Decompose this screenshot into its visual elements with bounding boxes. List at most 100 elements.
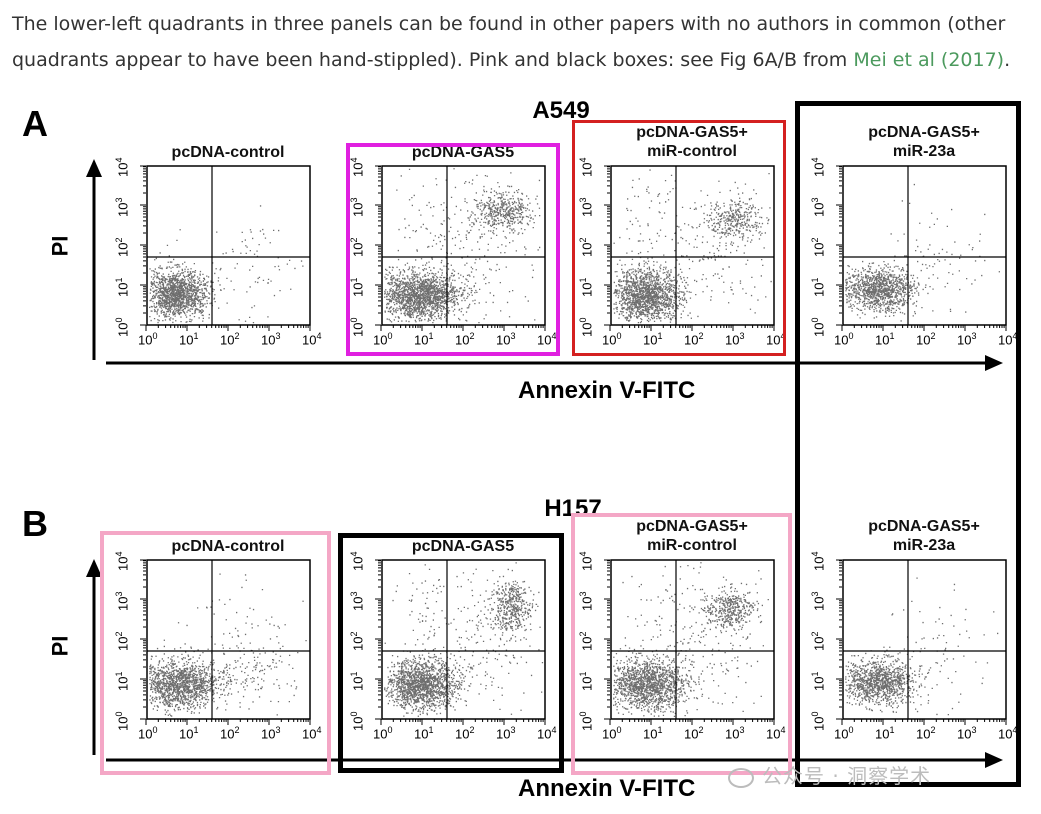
tick-exponent: 2 (114, 237, 124, 243)
tick-exponent: 3 (739, 725, 745, 735)
tick-exponent: 2 (930, 725, 936, 735)
x-tick-label: 101 (643, 725, 662, 741)
axis-ticks (375, 165, 546, 331)
caption-end: . (1004, 49, 1011, 71)
data-points (384, 168, 541, 324)
tick-base: 10 (834, 332, 849, 348)
axes-arrows (86, 159, 1003, 768)
plot-frame (146, 559, 311, 720)
tick-exponent: 3 (739, 331, 745, 341)
axis-ticks (604, 165, 775, 331)
x-tick-label: 101 (875, 331, 894, 347)
tick-base: 10 (414, 726, 429, 742)
tick-exponent: 1 (114, 277, 124, 283)
tick-exponent: 4 (780, 725, 786, 735)
x-tick-label: 102 (220, 331, 239, 347)
tick-base: 10 (643, 332, 658, 348)
tick-exponent: 3 (510, 725, 516, 735)
panel-b-letter: B (22, 503, 48, 544)
panel-a-cell-line: A549 (532, 97, 590, 124)
tick-exponent: 0 (848, 725, 854, 735)
tick-exponent: 0 (387, 725, 393, 735)
tick-exponent: 4 (1012, 331, 1018, 341)
tick-exponent: 4 (316, 331, 322, 341)
x-tick-label: 103 (261, 725, 280, 741)
x-tick-label: 104 (766, 331, 785, 347)
x-tick-label: 104 (537, 331, 556, 347)
panel-a-x-label: Annexin V-FITC (518, 377, 696, 404)
tick-base: 10 (834, 726, 849, 742)
tick-exponent: 1 (657, 331, 663, 341)
tick-base: 10 (220, 332, 235, 348)
tick-exponent: 4 (1012, 725, 1018, 735)
x-tick-label: 100 (602, 725, 621, 741)
plot-title: pcDNA-control (171, 538, 285, 555)
x-tick-label: 104 (998, 725, 1017, 741)
tick-exponent: 1 (193, 331, 199, 341)
y-tick-label: 100 (114, 318, 130, 337)
tick-base: 10 (115, 162, 131, 177)
plot-frame (146, 165, 311, 326)
scatter-plot (146, 165, 311, 326)
x-tick-label: 102 (455, 725, 474, 741)
tick-exponent: 3 (971, 725, 977, 735)
tick-marks (375, 165, 546, 331)
tick-base: 10 (115, 202, 131, 217)
tick-base: 10 (916, 726, 931, 742)
x-tick-label: 100 (138, 331, 157, 347)
panel-a-x-arrowhead (985, 355, 1003, 371)
tick-base: 10 (602, 332, 617, 348)
panel-a-letter: A (22, 103, 48, 144)
x-tick-label: 104 (302, 331, 321, 347)
x-tick-label: 102 (684, 725, 703, 741)
black-highlight-box-small (338, 533, 564, 773)
tick-exponent: 2 (469, 725, 475, 735)
tick-base: 10 (261, 332, 276, 348)
tick-base: 10 (725, 332, 740, 348)
scatter-dots (384, 562, 544, 717)
tick-base: 10 (373, 726, 388, 742)
tick-exponent: 0 (152, 725, 158, 735)
tick-base: 10 (602, 726, 617, 742)
tick-base: 10 (643, 726, 658, 742)
tick-exponent: 0 (616, 725, 622, 735)
tick-exponent: 1 (889, 331, 895, 341)
figure-caption: The lower-left quadrants in three panels… (12, 6, 1022, 78)
pink-highlight-box-right (571, 513, 792, 775)
tick-exponent: 2 (469, 331, 475, 341)
x-tick-label: 103 (725, 725, 744, 741)
plot-frame (842, 559, 1007, 720)
axis-ticks (140, 559, 311, 725)
x-tick-label: 101 (414, 331, 433, 347)
data-points (384, 562, 544, 717)
tick-exponent: 4 (316, 725, 322, 735)
y-tick-label: 102 (114, 238, 130, 257)
plot-title: pcDNA-GAS5+ miR-control (636, 518, 748, 554)
tick-base: 10 (496, 726, 511, 742)
x-tick-label: 104 (302, 725, 321, 741)
plot-title: pcDNA-control (171, 144, 285, 161)
scatter-plot (842, 165, 1007, 326)
tick-exponent: 2 (234, 725, 240, 735)
plot-title: pcDNA-GAS5+ miR-23a (868, 518, 980, 554)
scatter-dots (845, 577, 999, 716)
x-tick-label: 103 (496, 331, 515, 347)
scatter-plot (146, 559, 311, 720)
scatter-plot (842, 559, 1007, 720)
x-tick-label: 104 (998, 331, 1017, 347)
flow-cytometry-figure: A A549 PI Annexin V-FITC B H157 PI Annex… (0, 85, 1041, 814)
tick-base: 10 (766, 332, 781, 348)
panel-b-x-arrowhead (985, 752, 1003, 768)
x-tick-label: 103 (725, 331, 744, 347)
scatter-dots (384, 168, 541, 324)
tick-base: 10 (957, 726, 972, 742)
axis-ticks (604, 559, 775, 725)
tick-base: 10 (725, 726, 740, 742)
citation-link[interactable]: Mei et al (2017) (853, 49, 1005, 71)
tick-exponent: 1 (428, 331, 434, 341)
x-tick-label: 100 (373, 331, 392, 347)
tick-base: 10 (455, 332, 470, 348)
x-tick-label: 100 (834, 331, 853, 347)
tick-exponent: 3 (114, 197, 124, 203)
data-points (613, 169, 772, 324)
